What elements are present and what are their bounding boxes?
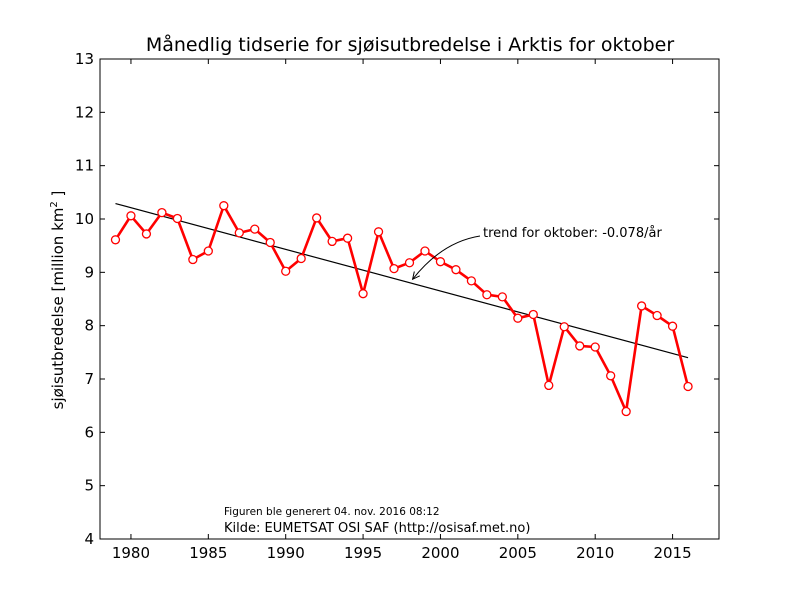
data-point xyxy=(451,265,461,275)
x-tick-label: 1990 xyxy=(267,544,305,562)
y-tick-label: 11 xyxy=(75,157,94,175)
data-point xyxy=(590,342,600,352)
data-point xyxy=(389,263,399,274)
data-point xyxy=(157,207,167,218)
data-point xyxy=(311,213,322,223)
x-tick-label: 1995 xyxy=(344,544,382,562)
data-point xyxy=(482,290,492,300)
trend-line xyxy=(115,202,689,359)
annotation-arrowhead xyxy=(411,271,421,281)
x-tick-label: 1980 xyxy=(112,544,150,562)
x-tick-label: 1985 xyxy=(189,544,227,562)
data-point xyxy=(544,380,554,391)
y-tick-label: 13 xyxy=(75,50,94,68)
x-tick-label: 2005 xyxy=(499,544,537,562)
data-point xyxy=(265,237,275,248)
data-point xyxy=(435,257,446,267)
data-point xyxy=(126,211,136,221)
data-point xyxy=(652,310,662,321)
data-point xyxy=(667,321,678,331)
data-point xyxy=(219,201,229,211)
y-tick-label: 8 xyxy=(84,317,94,335)
generated-note: Figuren ble generert 04. nov. 2016 08:12 xyxy=(224,506,440,518)
data-point xyxy=(559,322,569,332)
x-tick-label: 2015 xyxy=(653,544,691,562)
source-note: Kilde: EUMETSAT OSI SAF (http://osisaf.m… xyxy=(224,521,531,536)
data-point xyxy=(466,276,477,286)
chart-title: Månedlig tidserie for sjøisutbredelse i … xyxy=(145,34,675,56)
y-tick-label: 9 xyxy=(84,263,94,281)
data-point xyxy=(141,229,152,239)
x-tick-label: 2010 xyxy=(576,544,614,562)
data-point xyxy=(404,258,415,268)
x-tick-label: 2000 xyxy=(421,544,459,562)
annotation-arrow xyxy=(412,235,481,280)
data-point xyxy=(234,228,244,238)
data-point xyxy=(110,235,121,245)
data-point xyxy=(636,301,647,311)
data-point xyxy=(606,371,616,381)
y-tick-label: 5 xyxy=(84,477,94,495)
data-point xyxy=(420,246,430,256)
y-tick-label: 12 xyxy=(75,103,94,121)
y-axis-label: sjøisutbredelse [million km2 ] xyxy=(49,190,67,410)
data-point xyxy=(373,227,384,237)
y-tick-label: 6 xyxy=(84,423,94,441)
trend-annotation: trend for oktober: -0.078/år xyxy=(483,226,662,241)
y-tick-label: 7 xyxy=(84,370,94,388)
y-tick-label: 10 xyxy=(75,210,94,228)
data-point xyxy=(281,266,291,276)
data-point xyxy=(683,381,693,392)
data-point xyxy=(358,289,368,299)
data-point xyxy=(188,254,198,265)
data-point xyxy=(203,246,213,256)
data-point xyxy=(528,309,538,320)
data-point xyxy=(575,341,585,351)
data-point xyxy=(497,292,508,302)
data-point xyxy=(172,213,183,224)
data-point xyxy=(327,236,337,247)
data-point xyxy=(250,224,260,234)
data-point xyxy=(342,233,353,243)
plot-frame xyxy=(99,58,720,540)
data-point xyxy=(513,313,523,323)
data-point xyxy=(296,253,306,264)
data-point xyxy=(621,406,631,417)
y-tick-label: 4 xyxy=(84,530,94,548)
